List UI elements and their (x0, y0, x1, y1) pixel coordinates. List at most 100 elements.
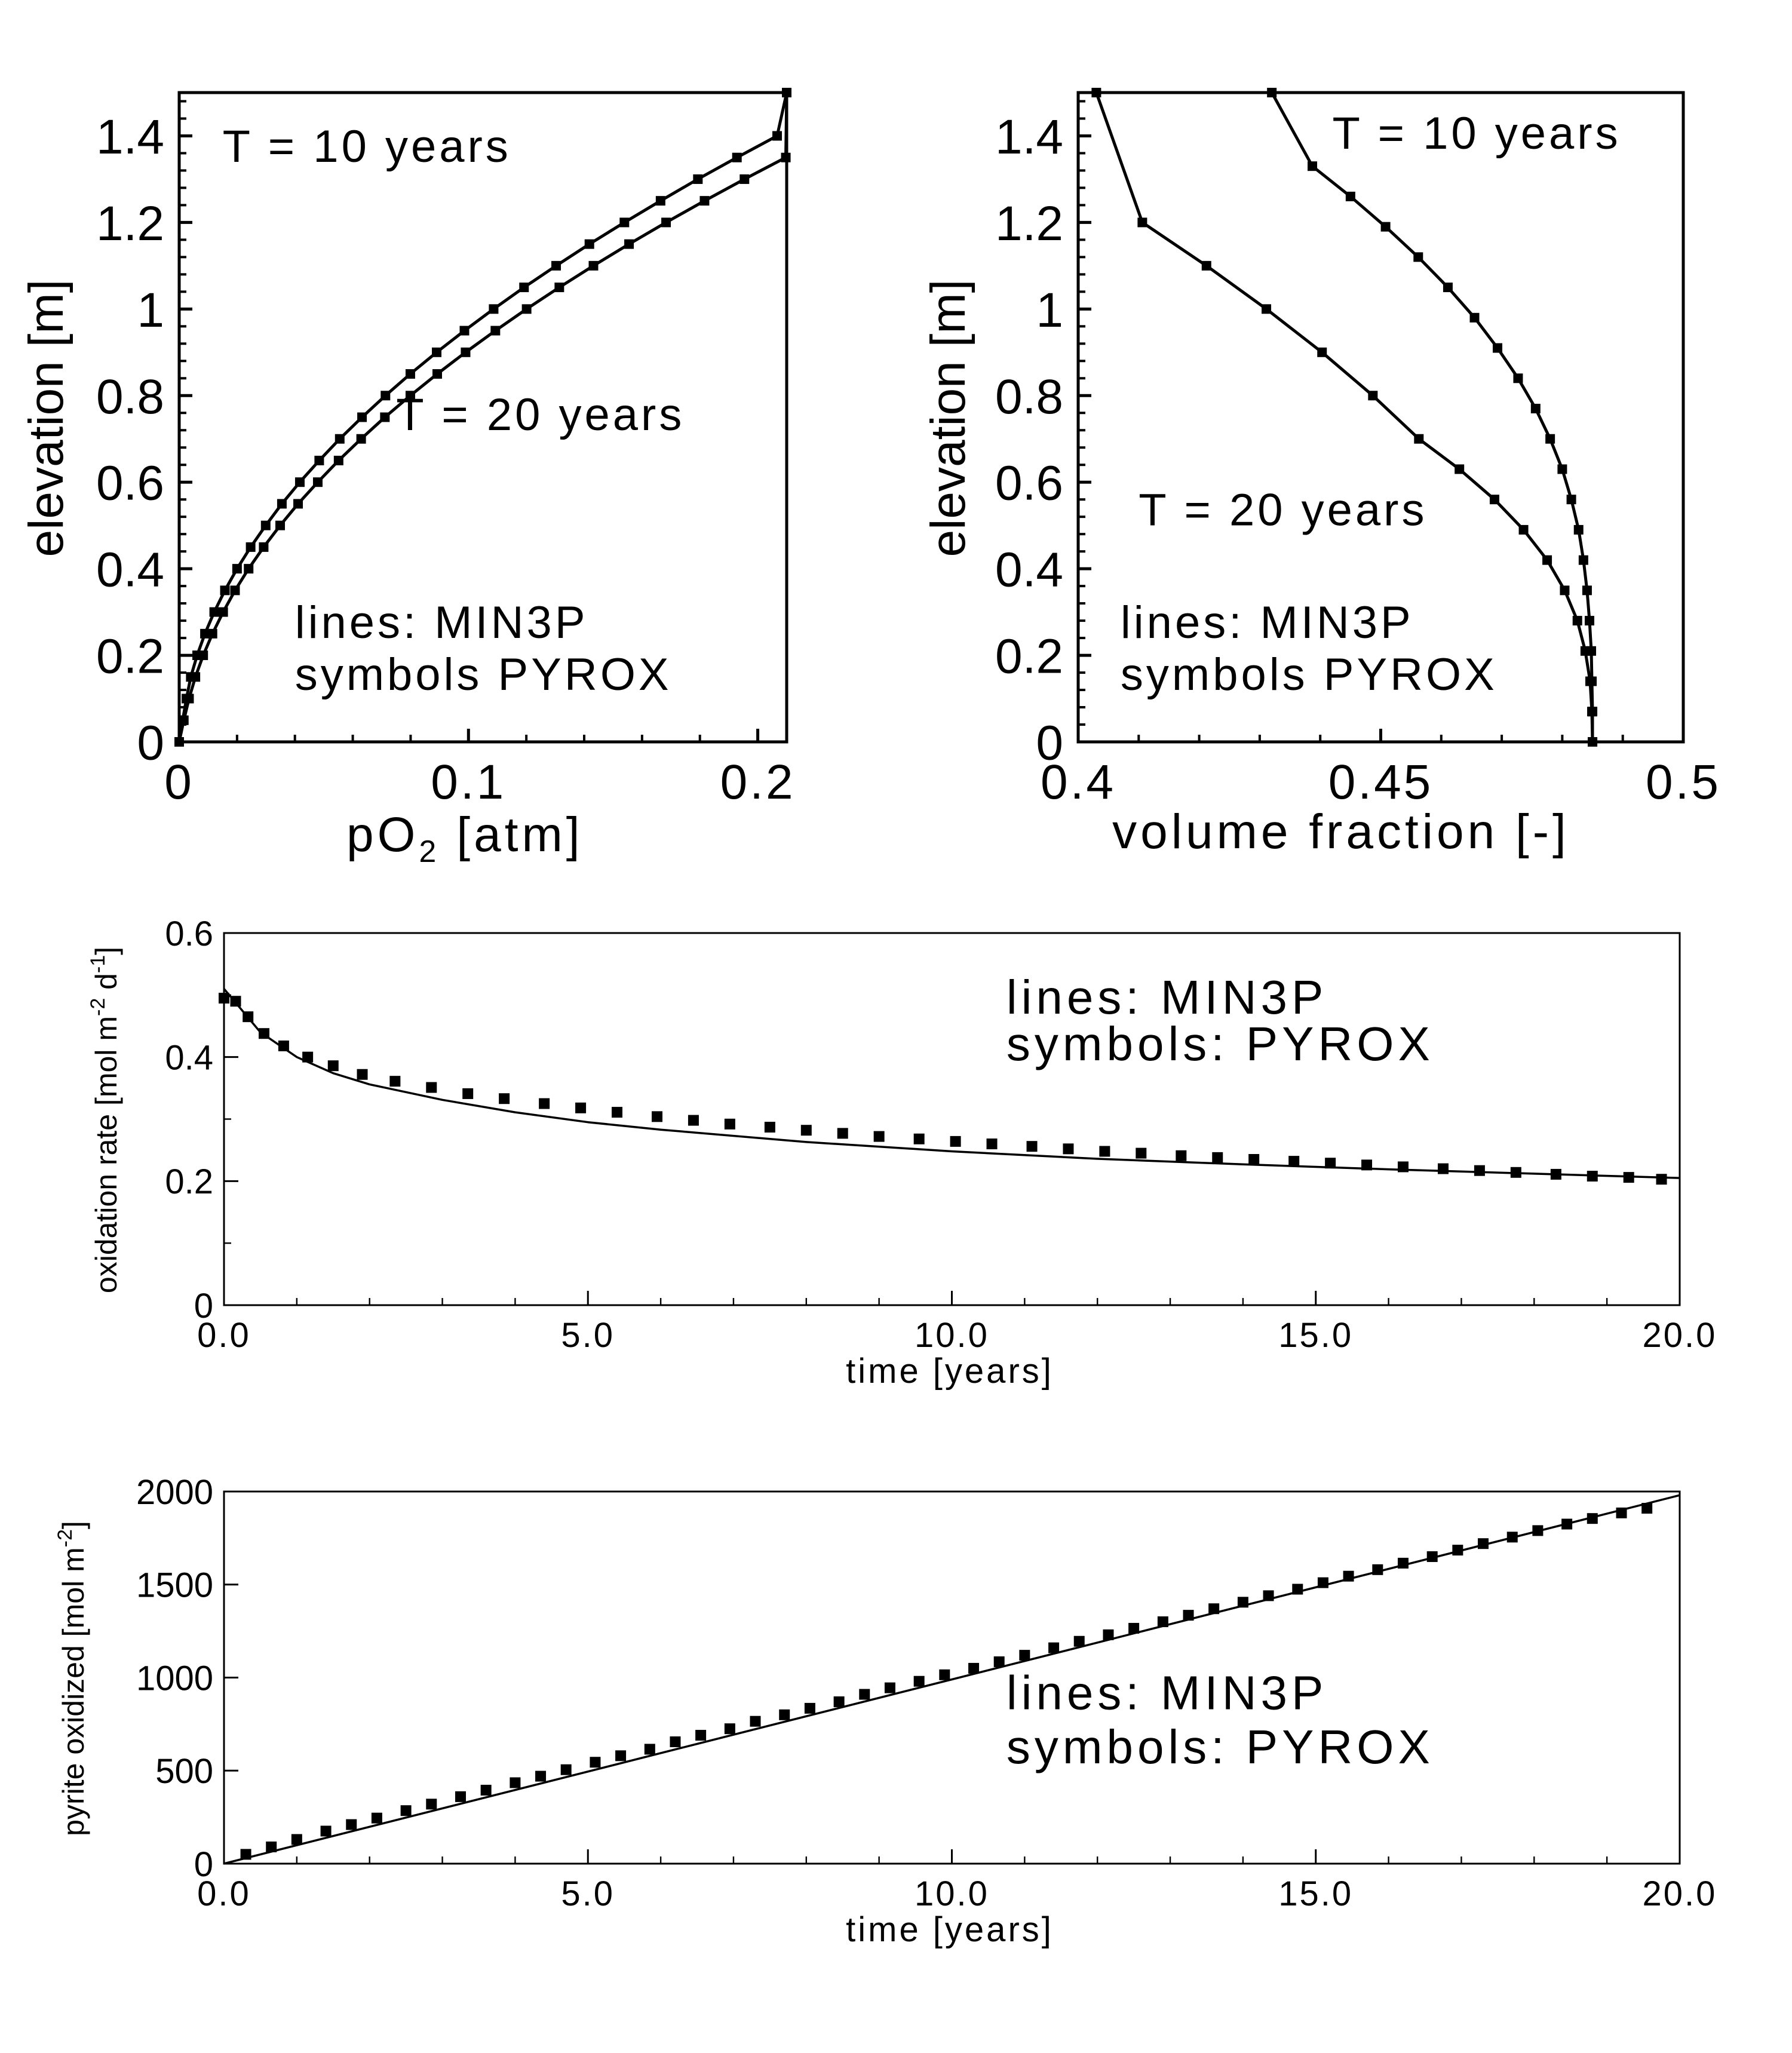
annotation-text: T = 10 years (1332, 108, 1621, 159)
pyrox-point (837, 1128, 848, 1139)
pyrox-point (346, 1819, 357, 1830)
series-point-t20 (1580, 646, 1590, 656)
series-point-t10 (260, 520, 271, 530)
panel-po2-marks (174, 88, 791, 747)
pyrox-point (302, 1051, 314, 1063)
annotation-text: symbols PYROX (1121, 649, 1498, 700)
y-tick-label: 1500 (136, 1566, 213, 1605)
pyrox-point (499, 1093, 510, 1104)
x-tick-label: 10.0 (915, 1874, 989, 1913)
pyrox-point (560, 1764, 572, 1775)
pyrox-point (1587, 1513, 1598, 1524)
pyrox-point (968, 1662, 980, 1674)
pyrox-point (724, 1118, 735, 1130)
series-point-t20 (174, 737, 184, 747)
pyrox-point (688, 1115, 699, 1126)
series-point-t20 (198, 650, 208, 661)
x-tick-label: 15.0 (1278, 1874, 1353, 1913)
pyrox-point (993, 1656, 1005, 1668)
x-tick-label: 0.2 (720, 755, 796, 809)
annotation-text: symbols PYROX (295, 649, 672, 700)
pyrox-point (1532, 1525, 1544, 1536)
series-point-t20 (1317, 347, 1327, 357)
pyrox-point (1561, 1518, 1573, 1530)
pyrox-point (1292, 1584, 1303, 1595)
pyrox-point (1026, 1141, 1038, 1152)
pyrox-point (1343, 1570, 1354, 1582)
pyrox-point (695, 1730, 707, 1741)
series-point-t10 (551, 260, 561, 271)
series-point-t10 (1413, 252, 1423, 262)
annotation-text: symbols: PYROX (1007, 1720, 1434, 1773)
series-point-t10 (1584, 616, 1594, 626)
series-point-t20 (624, 239, 634, 249)
series-point-t10 (209, 607, 219, 617)
x-tick-label: 20.0 (1643, 1316, 1717, 1355)
pyrox-point (219, 993, 229, 1004)
panel-po2-frame (177, 91, 788, 744)
series-point-t10 (489, 304, 499, 314)
series-point-t20 (1560, 585, 1570, 596)
series-point-t20 (293, 499, 303, 509)
pyrox-point (1587, 1171, 1598, 1182)
panel-oxidation-rate-xlabel: time [years] (846, 1352, 1054, 1391)
series-point-t20 (1585, 676, 1595, 686)
annotation-text: lines: MIN3P (295, 597, 588, 648)
pyrox-point (804, 1702, 815, 1714)
y-tick-label: 0.4 (995, 543, 1063, 597)
panel-po2: 0 0.2 0.4 0.6 0.8 1 1.2 1.4 0 0.1 0.2 T = 10 year… (19, 88, 796, 869)
series-point-t20 (699, 196, 710, 206)
pyrox-point (1128, 1622, 1140, 1634)
series-point-t10 (693, 174, 703, 184)
series-point-t20 (1368, 391, 1378, 401)
pyrox-point (611, 1107, 622, 1118)
x-tick-label: 0.0 (197, 1316, 251, 1355)
series-point-t10 (1573, 524, 1584, 535)
series-point-t20 (275, 520, 286, 530)
y-tick-label: 1.2 (96, 197, 164, 251)
series-point-t20 (432, 369, 442, 379)
pyrox-point (950, 1136, 961, 1147)
series-point-t20 (1587, 707, 1597, 717)
pyrox-point (913, 1133, 925, 1144)
x-tick-label: 15.0 (1278, 1316, 1353, 1355)
pyrox-point (1510, 1167, 1521, 1178)
y-tick-label: 0.2 (96, 630, 164, 684)
series-point-t20 (179, 715, 189, 725)
pyrox-point (462, 1088, 474, 1099)
pyrox-point (1474, 1165, 1485, 1176)
pyrox-point (1623, 1172, 1634, 1183)
y-tick-label: 0.4 (165, 1039, 213, 1078)
y-tick-label: 0.6 (995, 456, 1063, 511)
x-tick-label: 10.0 (915, 1316, 989, 1355)
series-point-t10 (459, 326, 470, 336)
y-tick-label: 0.2 (995, 630, 1063, 684)
series-point-t10 (294, 477, 305, 487)
pyrox-point (1048, 1642, 1060, 1653)
panel-po2-x-ticks: 0 0.1 0.2 (164, 729, 796, 809)
pyrox-point (243, 1011, 254, 1023)
y-tick-label: 0 (1036, 716, 1063, 771)
pyrox-point (913, 1675, 925, 1687)
series-point-t20 (1489, 495, 1499, 505)
series-point-t20 (1518, 524, 1529, 535)
pyrox-point (1397, 1161, 1409, 1173)
pyrox-point (371, 1812, 382, 1824)
pyrox-point (426, 1799, 437, 1810)
pyrox-point (1099, 1146, 1110, 1157)
series-point-t10 (1493, 343, 1503, 353)
pyrox-point (1641, 1503, 1653, 1514)
panel-oxidation-rate-y-ticks: 0 0.2 0.4 0.6 (165, 915, 238, 1325)
pyrox-point (1656, 1174, 1667, 1185)
series-point-t10 (1513, 373, 1523, 383)
y-tick-label: 1.4 (995, 110, 1063, 164)
series-point-t20 (521, 304, 532, 314)
pyrox-point (1263, 1590, 1274, 1601)
series-point-t10 (200, 628, 210, 639)
pyrox-point (1176, 1150, 1187, 1161)
panel-volume-fraction: 0 0.2 0.4 0.6 0.8 1 1.2 1.4 0.4 0.45 0.5 T = 10 y… (921, 88, 1719, 859)
pyrox-point (1426, 1551, 1438, 1563)
pyrox-point (1248, 1153, 1260, 1165)
series-point-t10 (246, 542, 256, 552)
